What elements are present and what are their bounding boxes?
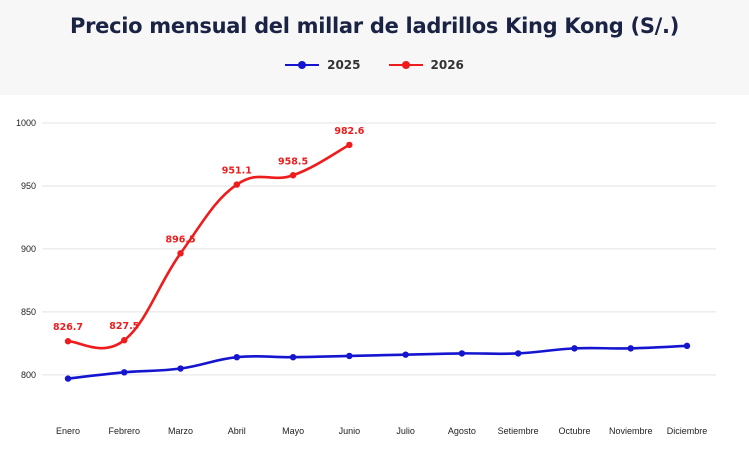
data-point-2025 — [683, 342, 691, 350]
data-point-2025 — [627, 345, 634, 352]
x-tick-label: Noviembre — [609, 426, 653, 436]
legend-swatch-2026 — [388, 59, 423, 71]
legend-swatch-2025 — [285, 59, 320, 71]
data-point-2026 — [346, 141, 353, 149]
x-tick-label: Marzo — [168, 426, 193, 436]
chart-header — [0, 0, 749, 95]
data-point-2026 — [233, 181, 241, 188]
x-tick-label: Junio — [339, 426, 361, 436]
y-tick-label: 800 — [21, 370, 36, 380]
legend-label-2025: 2025 — [327, 58, 361, 72]
data-point-2025 — [64, 375, 72, 382]
data-point-2025 — [233, 353, 241, 361]
x-tick-label: Enero — [56, 426, 80, 436]
data-label-2026: 827.5 — [109, 321, 139, 332]
legend-label-2026: 2026 — [430, 58, 464, 72]
chart-title: Precio mensual del millar de ladrillos K… — [69, 14, 679, 38]
x-tick-label: Setiembre — [498, 426, 539, 436]
legend-item-2025[interactable]: 2025 — [285, 58, 361, 72]
data-point-2025 — [402, 351, 409, 358]
data-point-2025 — [177, 365, 184, 372]
x-tick-label: Mayo — [282, 426, 304, 436]
y-tick-label: 950 — [21, 181, 36, 191]
y-tick-label: 900 — [21, 244, 36, 254]
data-point-2026 — [177, 250, 184, 257]
series-line-2026 — [66, 143, 351, 350]
data-point-2026 — [121, 336, 128, 344]
x-tick-label: Abril — [228, 426, 246, 436]
y-tick-label: 1000 — [16, 118, 36, 128]
x-tick-label: Octubre — [558, 426, 590, 436]
data-point-2025 — [121, 369, 128, 376]
x-tick-label: Agosto — [448, 426, 476, 436]
data-point-2025 — [346, 352, 353, 360]
chart-legend: 2025 2026 — [0, 58, 749, 72]
data-label-2026: 896.5 — [166, 234, 196, 245]
data-point-2025 — [289, 353, 297, 361]
data-point-2025 — [458, 350, 466, 357]
data-point-2026 — [64, 338, 72, 345]
x-tick-label: Diciembre — [667, 426, 708, 436]
data-label-2026: 826.7 — [53, 322, 83, 333]
data-point-2025 — [514, 350, 522, 357]
legend-item-2026[interactable]: 2026 — [388, 58, 464, 72]
data-label-2026: 958.5 — [278, 156, 308, 167]
data-label-2026: 951.1 — [222, 166, 252, 177]
data-label-2026: 982.6 — [334, 126, 364, 137]
data-point-2026 — [289, 172, 297, 179]
y-tick-label: 850 — [21, 307, 36, 317]
x-tick-label: Febrero — [109, 426, 141, 436]
series-line-2025 — [66, 344, 689, 380]
x-tick-label: Julio — [396, 426, 415, 436]
data-point-2025 — [571, 345, 578, 352]
